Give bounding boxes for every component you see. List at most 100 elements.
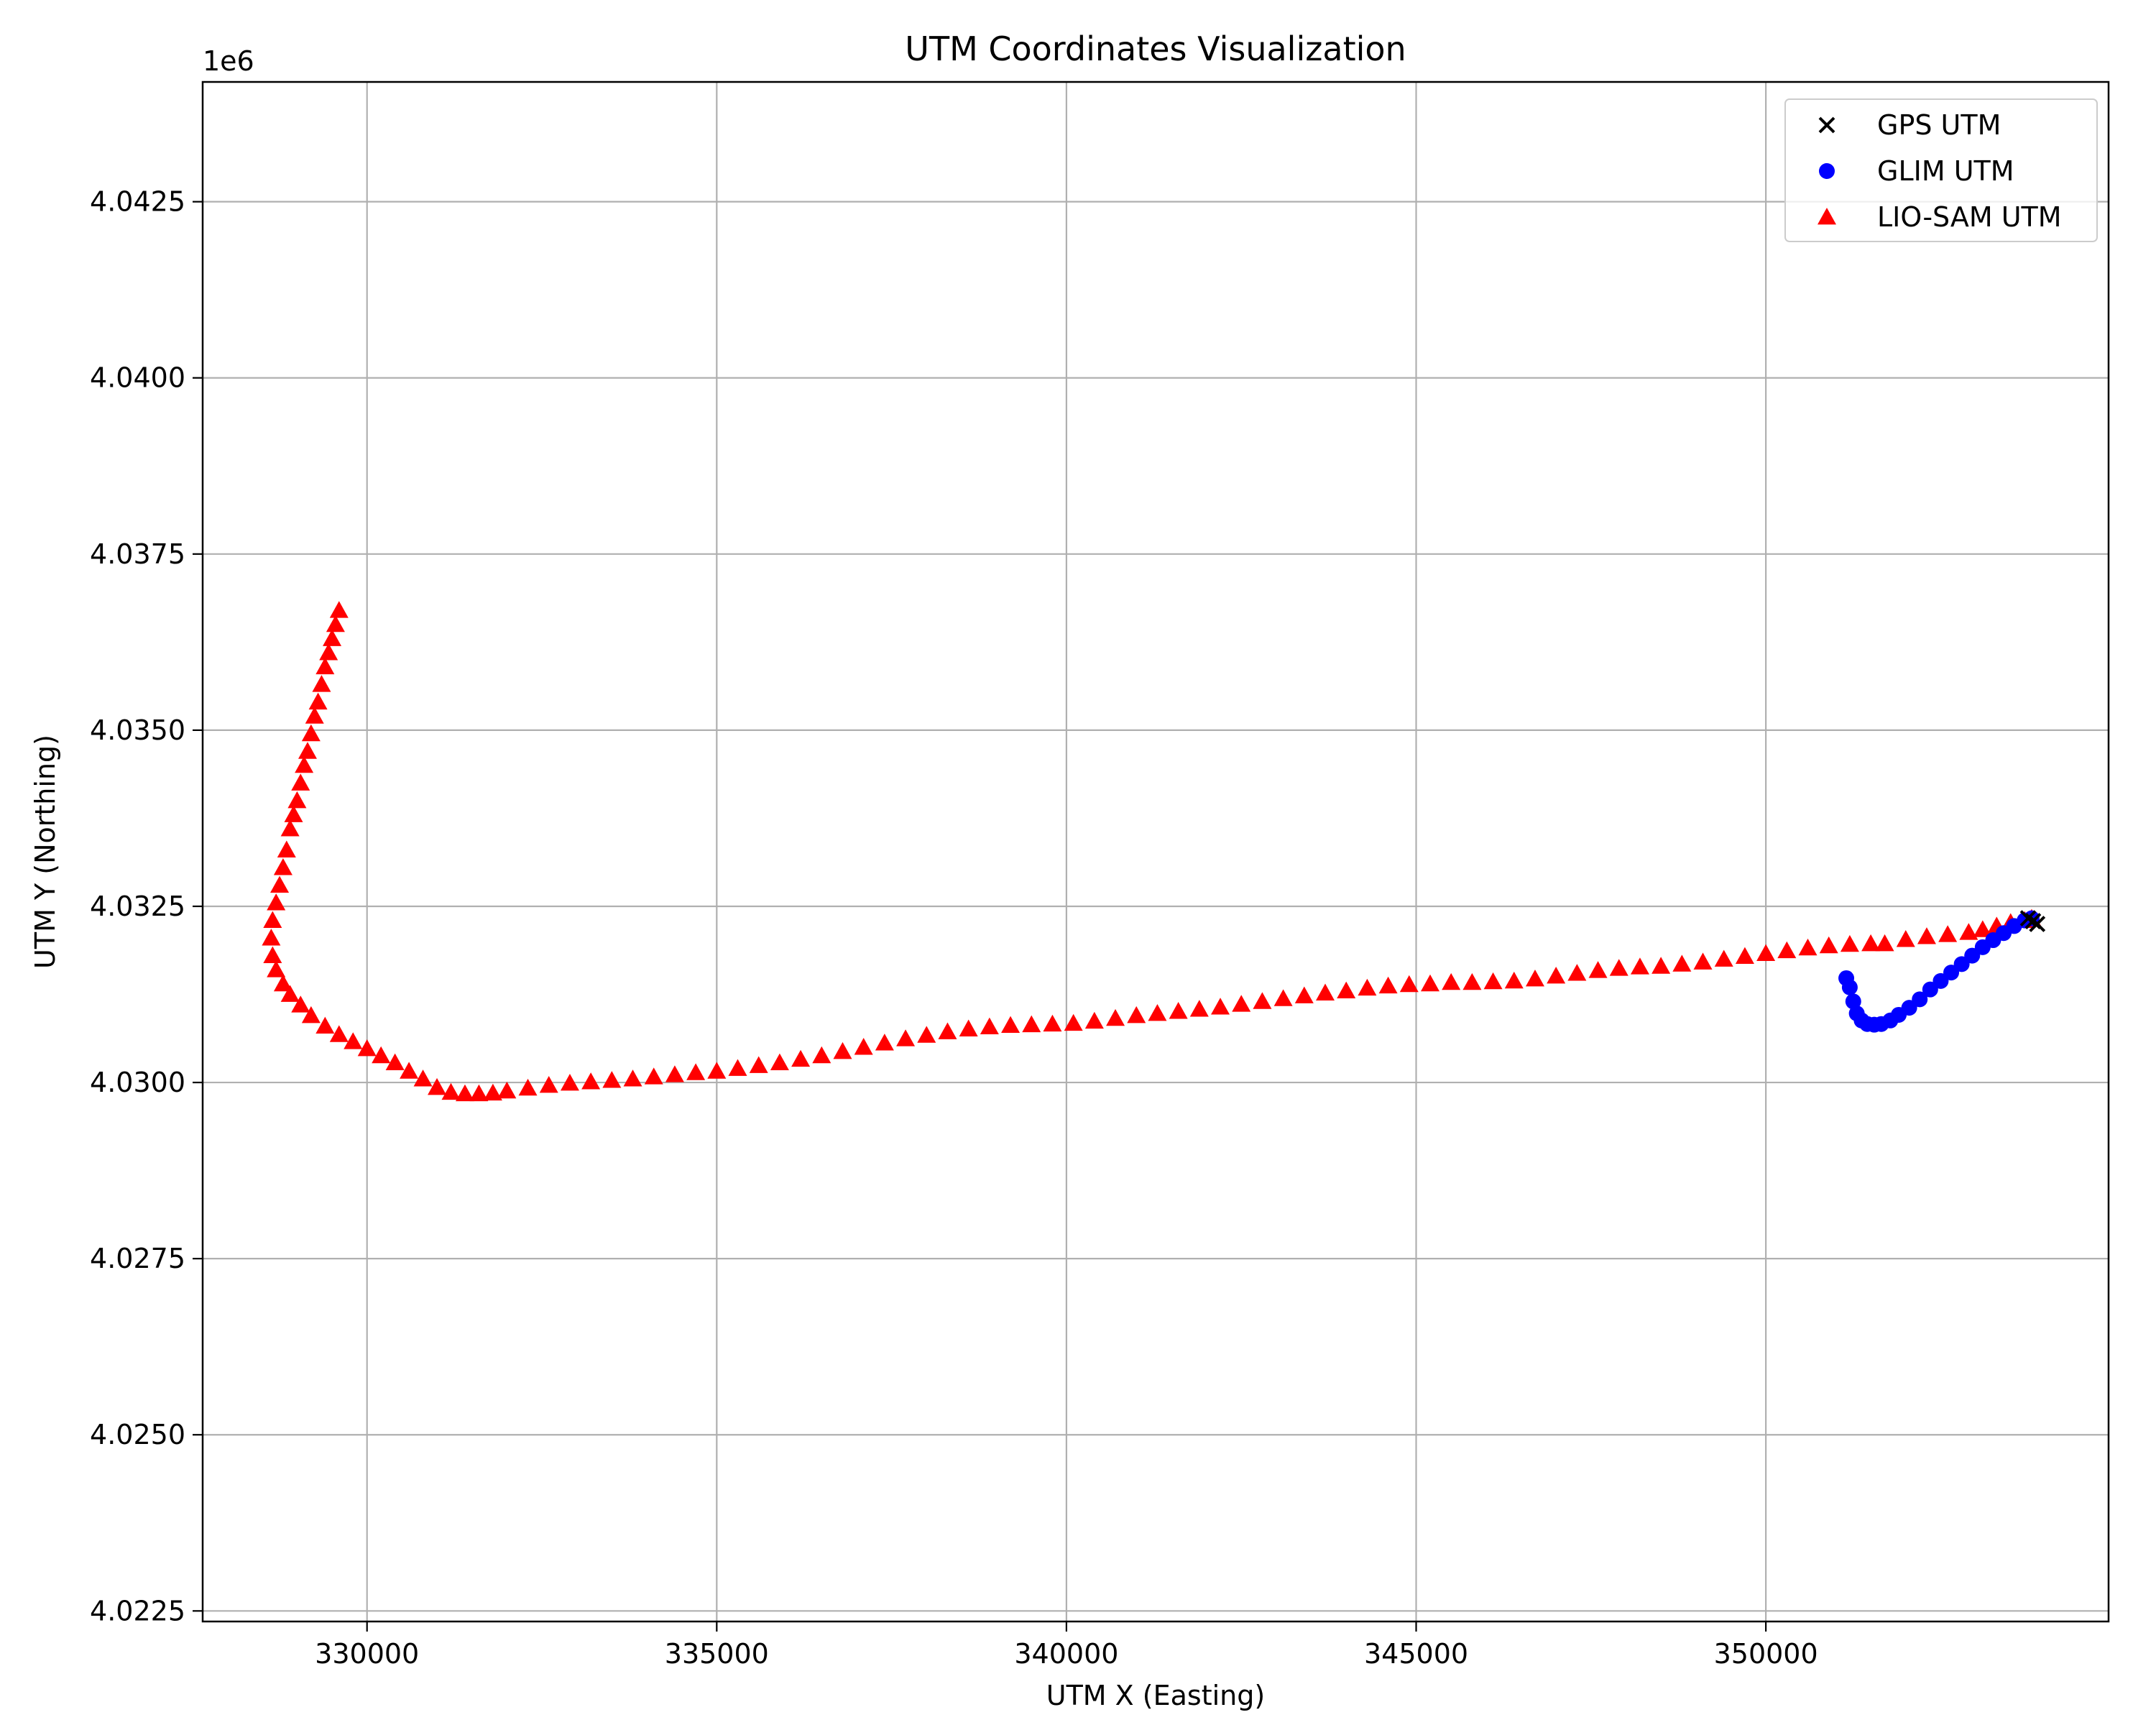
data-point [428, 1077, 447, 1095]
y-tick-label: 4.0350 [90, 714, 185, 746]
data-point [357, 1039, 377, 1057]
series-gps-utm [2019, 910, 2046, 932]
data-point [938, 1022, 957, 1039]
axis-ticks: 330000 335000 340000 345000 350000 4.0225 4.02… [90, 186, 1818, 1670]
data-point [560, 1074, 579, 1091]
data-point [602, 1071, 622, 1088]
data-point [1567, 964, 1587, 981]
data-point [483, 1083, 502, 1101]
y-axis-label: UTM Y (Northing) [29, 735, 61, 969]
data-point [1504, 971, 1524, 989]
data-point [287, 791, 307, 809]
data-point [1316, 983, 1335, 1000]
data-point [980, 1017, 999, 1035]
data-point [1022, 1015, 1041, 1033]
data-point [1378, 976, 1398, 994]
data-point [267, 893, 286, 911]
data-point [344, 1032, 363, 1049]
data-point [1735, 947, 1754, 964]
data-point [1777, 941, 1797, 959]
data-point [1588, 961, 1608, 978]
data-point [301, 1006, 321, 1024]
data-point [1273, 989, 1293, 1006]
y-tick-label: 4.0325 [90, 891, 185, 922]
data-point [372, 1046, 391, 1064]
data-point [262, 929, 281, 946]
data-point [1672, 954, 1692, 972]
data-point [728, 1059, 747, 1076]
data-point [295, 755, 314, 773]
data-point [273, 858, 292, 875]
data-point [1253, 992, 1272, 1009]
plot-data [262, 601, 2046, 1102]
data-point [267, 960, 286, 978]
data-point [1959, 923, 1978, 940]
y-tick-label: 4.0275 [90, 1243, 185, 1274]
data-point [1693, 952, 1713, 970]
data-point [1001, 1016, 1021, 1034]
y-tick-label: 4.0225 [90, 1595, 185, 1627]
data-point [263, 911, 282, 928]
series-lio-sam-utm [262, 601, 2041, 1102]
data-point [291, 773, 310, 791]
data-point [1169, 1002, 1188, 1019]
plot-frame [201, 80, 2110, 1623]
data-point [854, 1038, 873, 1055]
data-point [280, 819, 300, 837]
data-point [1442, 972, 1461, 990]
data-point [896, 1029, 916, 1046]
data-point [1630, 957, 1649, 975]
data-point [263, 946, 282, 963]
data-point [1875, 934, 1894, 952]
legend: GPS UTM GLIM UTM LIO-SAM UTM [1784, 98, 2098, 242]
y-axis-offset-label: 1e6 [203, 45, 254, 77]
data-point [770, 1053, 789, 1071]
data-point [1861, 934, 1881, 952]
data-point [312, 675, 331, 692]
data-point [1127, 1006, 1146, 1024]
data-point [329, 1025, 349, 1042]
legend-marker [1819, 163, 1835, 179]
data-point [298, 742, 317, 759]
data-point [1609, 959, 1628, 976]
legend-entry: LIO-SAM UTM [1818, 201, 2062, 233]
data-point [323, 629, 342, 646]
data-point [1840, 934, 1859, 952]
data-point [1932, 972, 1949, 989]
data-point [1462, 972, 1482, 990]
data-point [1084, 1011, 1104, 1029]
data-point [400, 1062, 419, 1079]
x-tick-label: 335000 [665, 1638, 769, 1670]
data-point [1756, 944, 1776, 962]
y-tick-label: 4.0425 [90, 186, 185, 218]
data-point [518, 1078, 538, 1096]
legend-marker [1818, 116, 1835, 134]
data-point [280, 985, 300, 1002]
data-point [1525, 969, 1544, 987]
data-point [1651, 957, 1671, 974]
data-point [1896, 930, 1915, 947]
data-point [623, 1070, 642, 1087]
data-point [308, 692, 328, 710]
data-point [1337, 981, 1356, 999]
data-point [284, 805, 303, 822]
y-tick-label: 4.0375 [90, 538, 185, 570]
legend-marker [1818, 208, 1836, 225]
data-point [270, 875, 290, 893]
data-point [1547, 967, 1566, 984]
data-point [305, 707, 324, 724]
data-point [385, 1053, 405, 1071]
legend-entry: GLIM UTM [1819, 155, 2014, 187]
data-point [1483, 972, 1503, 990]
data-point [1922, 981, 1938, 998]
data-point [1043, 1014, 1062, 1032]
data-point [1819, 936, 1838, 954]
x-tick-label: 340000 [1014, 1638, 1118, 1670]
data-point [469, 1084, 489, 1102]
data-point [1358, 978, 1377, 996]
data-point [291, 995, 310, 1013]
data-point [455, 1084, 474, 1102]
x-tick-label: 330000 [315, 1638, 419, 1670]
